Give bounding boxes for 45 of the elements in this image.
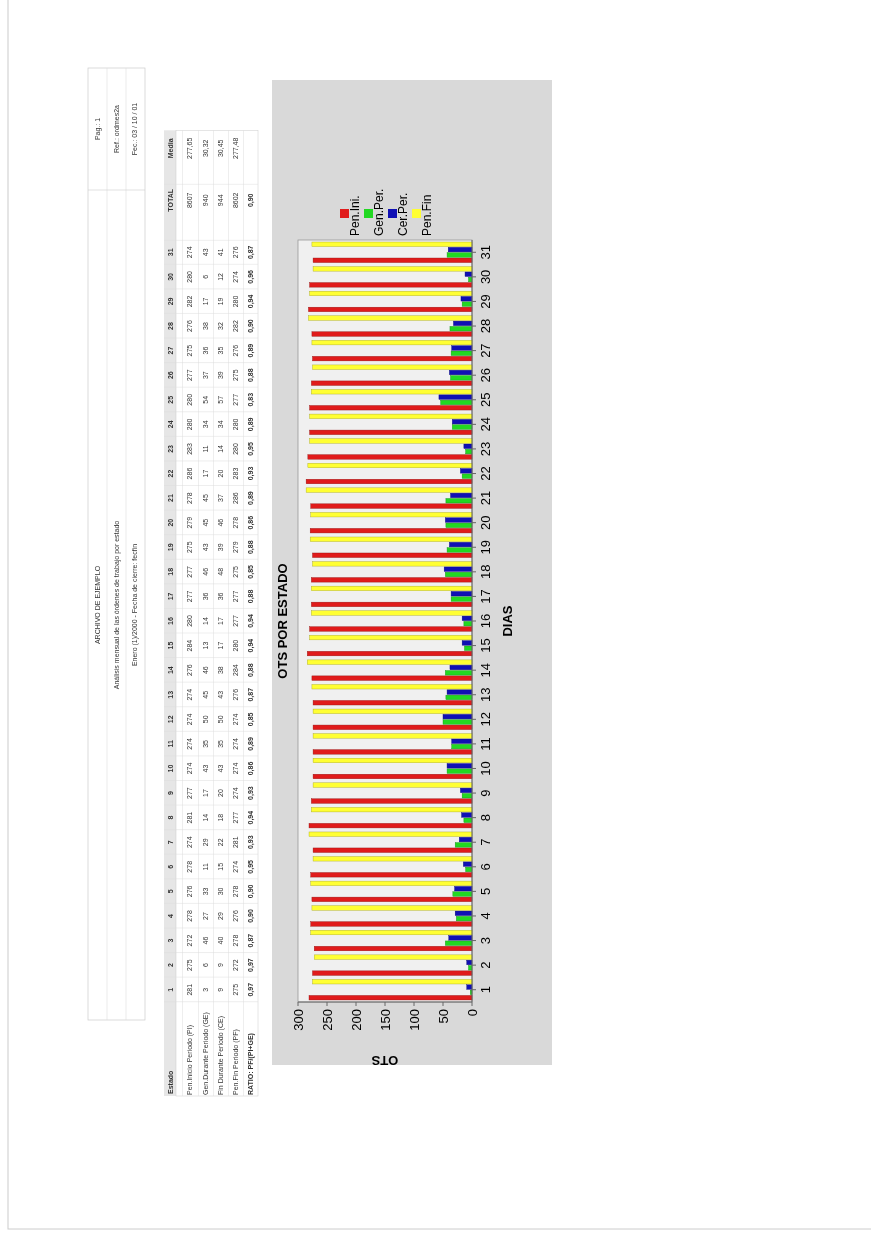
y-tick-label: 19 [478,540,493,555]
y-tick-label: 4 [478,912,493,920]
y-tick-label: 11 [478,737,493,751]
y-tick-label: 8 [478,814,493,822]
y-tick-label: 14 [478,662,493,678]
x-axis-title: OTS [371,1053,399,1068]
legend-label: Cer.Per. [396,192,410,236]
legend-label: Pen.Fin [420,194,434,236]
y-tick-label: 15 [478,638,493,653]
y-tick-label: 20 [478,515,493,530]
x-tick-label: 0 [464,1009,480,1017]
y-tick-label: 21 [478,490,493,506]
y-tick-label: 25 [478,392,493,408]
y-tick-label: 10 [478,761,493,776]
x-tick-label: 100 [406,1009,422,1031]
y-tick-label: 24 [478,417,493,432]
y-tick-label: 7 [478,838,493,846]
y-tick-label: 6 [478,863,493,871]
y-tick-label: 22 [478,466,493,481]
y-tick-label: 30 [478,269,493,285]
y-tick-label: 16 [478,613,493,629]
y-tick-label: 1 [478,986,493,994]
y-tick-label: 9 [478,789,493,797]
y-tick-label: 2 [478,961,493,969]
y-tick-label: 31 [478,245,493,260]
y-tick-label: 12 [478,712,493,727]
x-tick-label: 150 [377,1009,393,1031]
y-tick-label: 23 [478,441,493,457]
x-tick-label: 300 [290,1009,306,1031]
y-tick-label: 28 [478,318,493,334]
x-tick-label: 250 [319,1009,335,1031]
text: OTS POR ESTADO [275,563,290,679]
y-tick-label: 29 [478,294,493,309]
y-tick-label: 5 [478,887,493,895]
x-tick-label: 200 [348,1009,364,1031]
x-tick-label: 50 [435,1009,451,1024]
y-tick-label: 26 [478,367,493,383]
y-tick-label: 3 [478,936,493,945]
y-tick-label: 13 [478,687,493,702]
y-tick-label: 27 [478,343,493,358]
y-tick-label: 17 [478,589,493,604]
legend-label: Gen.Per. [372,188,386,236]
y-axis-title: DIAS [500,605,515,637]
y-tick-label: 18 [478,564,493,580]
legend-label: Pen.Ini. [348,195,362,236]
